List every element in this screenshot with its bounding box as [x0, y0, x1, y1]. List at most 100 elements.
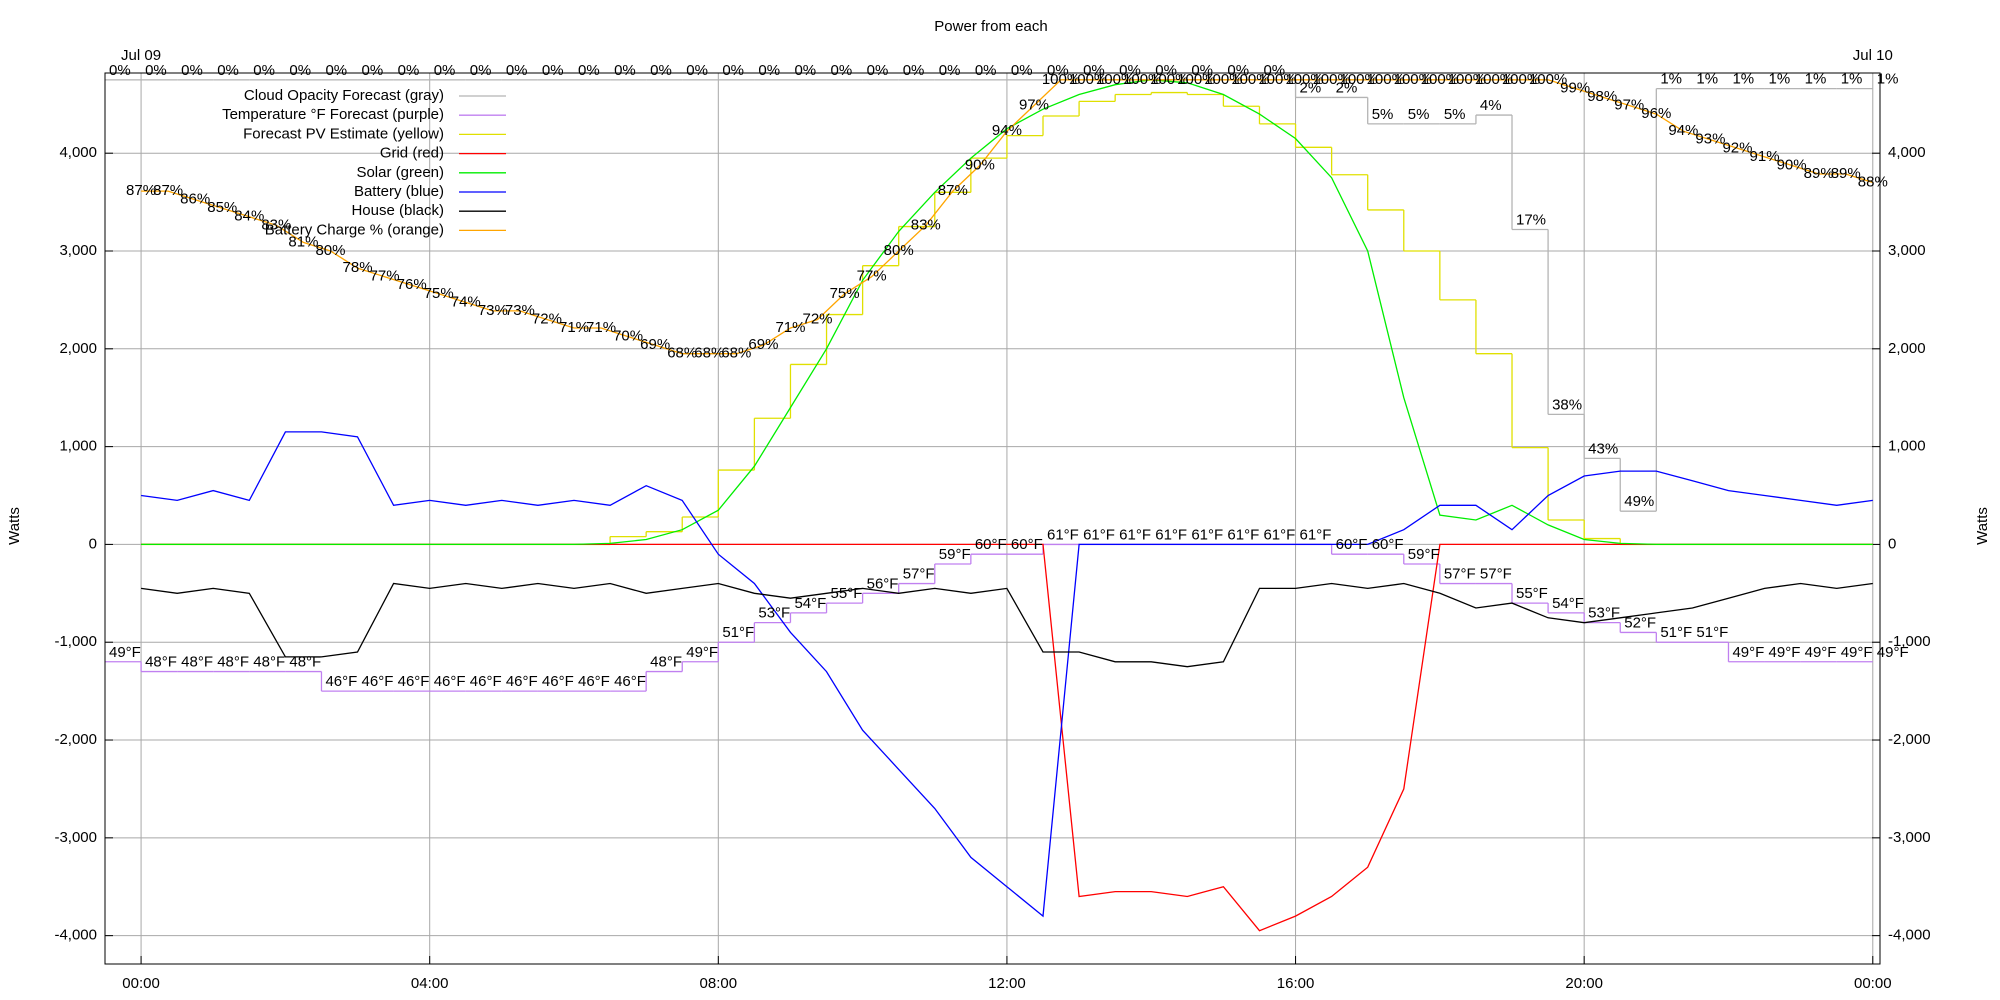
value-label: 1% — [1877, 71, 1899, 88]
y-tick-label: -1,000 — [54, 633, 97, 650]
y-tick-label: -3,000 — [54, 829, 97, 846]
value-label: 100% — [1312, 71, 1350, 88]
value-label: 81% — [288, 233, 318, 250]
value-label: 46°F — [506, 673, 538, 690]
value-label: 78% — [343, 259, 373, 276]
value-label: 48°F — [289, 654, 321, 671]
legend-label: Grid (red) — [380, 145, 444, 162]
value-label: 57°F — [1480, 566, 1512, 583]
value-label: 61°F — [1300, 526, 1332, 543]
y2-tick-label: 2,000 — [1888, 340, 1926, 357]
value-label: 87% — [153, 182, 183, 199]
value-label: 0% — [362, 62, 384, 79]
value-label: 48°F — [145, 654, 177, 671]
y-tick-label: 3,000 — [59, 242, 97, 259]
value-label: 0% — [794, 62, 816, 79]
value-label: 87% — [126, 182, 156, 199]
value-label: 98% — [1587, 88, 1617, 105]
value-label: 70% — [613, 328, 643, 345]
value-label: 80% — [884, 242, 914, 259]
value-label: 97% — [1019, 96, 1049, 113]
series-line — [141, 582, 1873, 668]
value-label: 88% — [1858, 174, 1888, 191]
value-label: 2% — [1336, 79, 1358, 96]
value-label: 49°F — [686, 644, 718, 661]
value-label: 77% — [857, 268, 887, 285]
value-label: 73% — [478, 302, 508, 319]
value-label: 96% — [1641, 105, 1671, 122]
value-label: 60°F — [1372, 536, 1404, 553]
value-label: 100% — [1096, 71, 1134, 88]
series-line — [141, 431, 1873, 918]
value-label: 100% — [1394, 71, 1432, 88]
y2-axis-label: Watts — [1974, 507, 1991, 545]
value-label: 1% — [1769, 71, 1791, 88]
value-label: 5% — [1372, 106, 1394, 123]
value-label: 56°F — [867, 575, 899, 592]
value-label: 0% — [145, 62, 167, 79]
value-label: 61°F — [1119, 526, 1151, 543]
y2-tick-label: -4,000 — [1888, 927, 1931, 944]
value-label: 74% — [451, 293, 481, 310]
value-label: 100% — [1502, 71, 1540, 88]
legend-label: Forecast PV Estimate (yellow) — [243, 125, 444, 142]
value-label: 53°F — [1588, 605, 1620, 622]
value-label: 0% — [542, 62, 564, 79]
series-line — [141, 79, 1873, 355]
value-label: 46°F — [470, 673, 502, 690]
date-label: Jul 09 — [121, 47, 161, 64]
value-label: 61°F — [1227, 526, 1259, 543]
value-label: 90% — [1777, 156, 1807, 173]
value-label: 100% — [1258, 71, 1296, 88]
legend-label: Battery Charge % (orange) — [265, 221, 444, 238]
value-label: 49°F — [1877, 644, 1909, 661]
value-label: 46°F — [362, 673, 394, 690]
value-label: 46°F — [434, 673, 466, 690]
value-label: 51°F — [1696, 624, 1728, 641]
value-label: 49°F — [109, 644, 141, 661]
y-tick-label: 0 — [89, 535, 97, 552]
value-label: 89% — [1804, 165, 1834, 182]
value-label: 54°F — [1552, 595, 1584, 612]
legend-label: Solar (green) — [356, 164, 444, 181]
value-label: 68% — [694, 345, 724, 362]
value-label: 100% — [1204, 71, 1242, 88]
y2-tick-label: 1,000 — [1888, 438, 1926, 455]
value-label: 75% — [424, 285, 454, 302]
x-tick-label: 04:00 — [411, 975, 449, 992]
value-label: 100% — [1339, 71, 1377, 88]
series-line — [141, 79, 1873, 546]
value-label: 89% — [1831, 165, 1861, 182]
value-label: 59°F — [939, 546, 971, 563]
value-label: 0% — [470, 62, 492, 79]
value-label: 0% — [867, 62, 889, 79]
value-label: 49°F — [1769, 644, 1801, 661]
value-label: 0% — [217, 62, 239, 79]
value-label: 0% — [253, 62, 275, 79]
value-label: 69% — [748, 336, 778, 353]
value-label: 100% — [1475, 71, 1513, 88]
value-label: 0% — [614, 62, 636, 79]
value-label: 100% — [1231, 71, 1269, 88]
legend-label: Battery (blue) — [354, 183, 444, 200]
value-label: 100% — [1421, 71, 1459, 88]
value-label: 46°F — [398, 673, 430, 690]
value-label: 93% — [1695, 131, 1725, 148]
value-label: 86% — [180, 191, 210, 208]
value-label: 0% — [289, 62, 311, 79]
value-label: 100% — [1448, 71, 1486, 88]
date-label: Jul 10 — [1853, 47, 1893, 64]
value-label: 0% — [1191, 62, 1213, 79]
value-label: 69% — [640, 336, 670, 353]
value-label: 60°F — [1336, 536, 1368, 553]
chart-title: Power from each — [934, 18, 1047, 35]
value-label: 57°F — [1444, 566, 1476, 583]
value-label: 61°F — [1155, 526, 1187, 543]
value-label: 83% — [911, 216, 941, 233]
value-label: 76% — [397, 276, 427, 293]
value-label: 94% — [992, 122, 1022, 139]
x-tick-label: 00:00 — [1854, 975, 1892, 992]
value-label: 0% — [398, 62, 420, 79]
value-label: 100% — [1285, 71, 1323, 88]
plot-frame — [104, 72, 1881, 965]
